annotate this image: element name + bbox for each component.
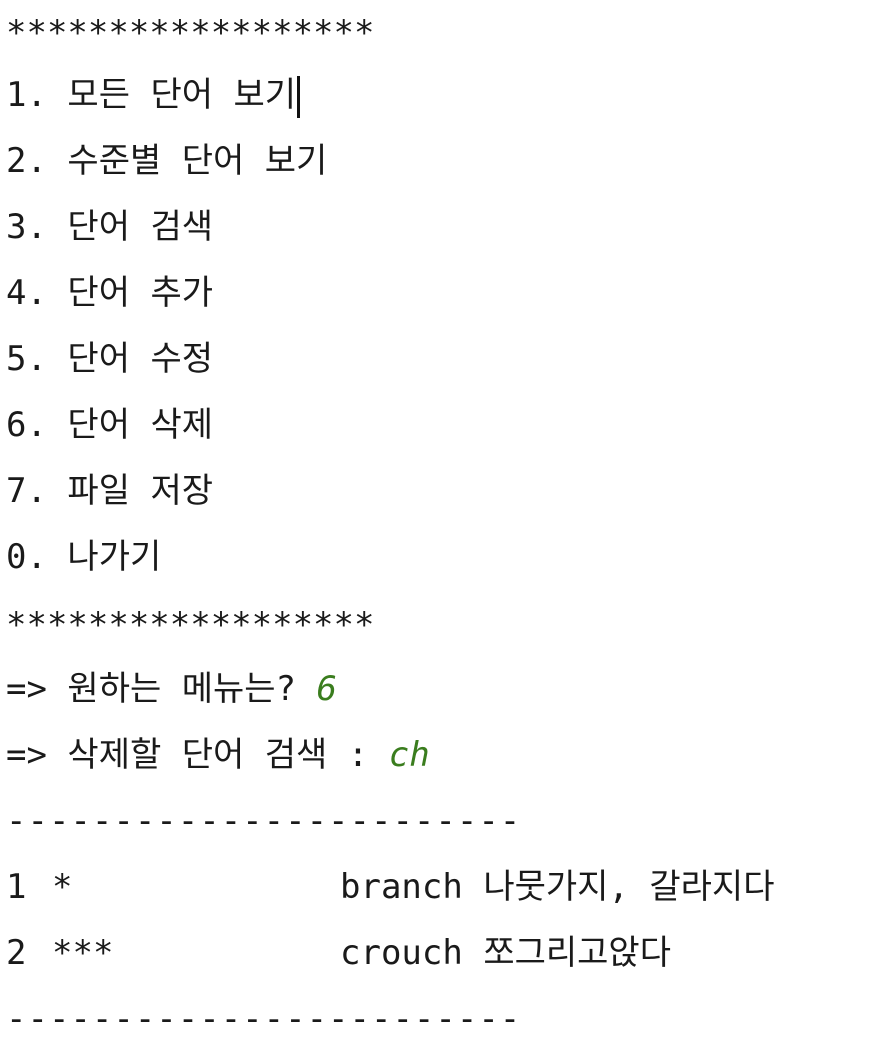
prompt-search: => 삭제할 단어 검색 : ch <box>6 730 430 780</box>
result-number: 1 <box>6 867 27 907</box>
menu-item-5: 5. 단어 수정 <box>6 339 213 379</box>
result-meaning: 나뭇가지, 갈라지다 <box>483 867 775 907</box>
menu-item-label: 1. 모든 단어 보기 <box>6 75 297 115</box>
result-word: branch <box>340 867 463 907</box>
menu-item-1: 1. 모든 단어 보기 <box>6 70 301 120</box>
prompt-search-input[interactable]: ch <box>388 735 430 775</box>
menu-item-6: 6. 단어 삭제 <box>6 405 213 445</box>
result-number: 2 <box>6 933 27 973</box>
menu-item-7: 7. 파일 저장 <box>6 471 213 511</box>
separator-dashes-bottom: ------------------------ <box>6 999 522 1039</box>
result-level: *** <box>52 933 114 973</box>
prompt-menu-input[interactable]: 6 <box>316 669 337 709</box>
text-cursor <box>297 75 301 118</box>
prompt-menu-label: => 원하는 메뉴는? <box>6 669 317 709</box>
separator-dashes-top: ------------------------ <box>6 801 522 841</box>
menu-item-2: 2. 수준별 단어 보기 <box>6 141 328 181</box>
prompt-menu: => 원하는 메뉴는? 6 <box>6 664 337 714</box>
result-word: crouch <box>340 933 463 973</box>
separator-stars-bottom: ****************** <box>6 605 375 645</box>
result-level: * <box>52 867 73 907</box>
separator-stars-top: ****************** <box>6 13 375 53</box>
prompt-search-label: => 삭제할 단어 검색 : <box>6 735 389 775</box>
result-meaning: 쪼그리고앉다 <box>483 933 671 973</box>
result-row: 1 * branch 나뭇가지, 갈라지다 <box>6 862 775 912</box>
menu-item-4: 4. 단어 추가 <box>6 273 213 313</box>
result-row: 2 *** crouch 쪼그리고앉다 <box>6 928 671 978</box>
menu-item-0: 0. 나가기 <box>6 537 162 577</box>
menu-item-3: 3. 단어 검색 <box>6 207 213 247</box>
